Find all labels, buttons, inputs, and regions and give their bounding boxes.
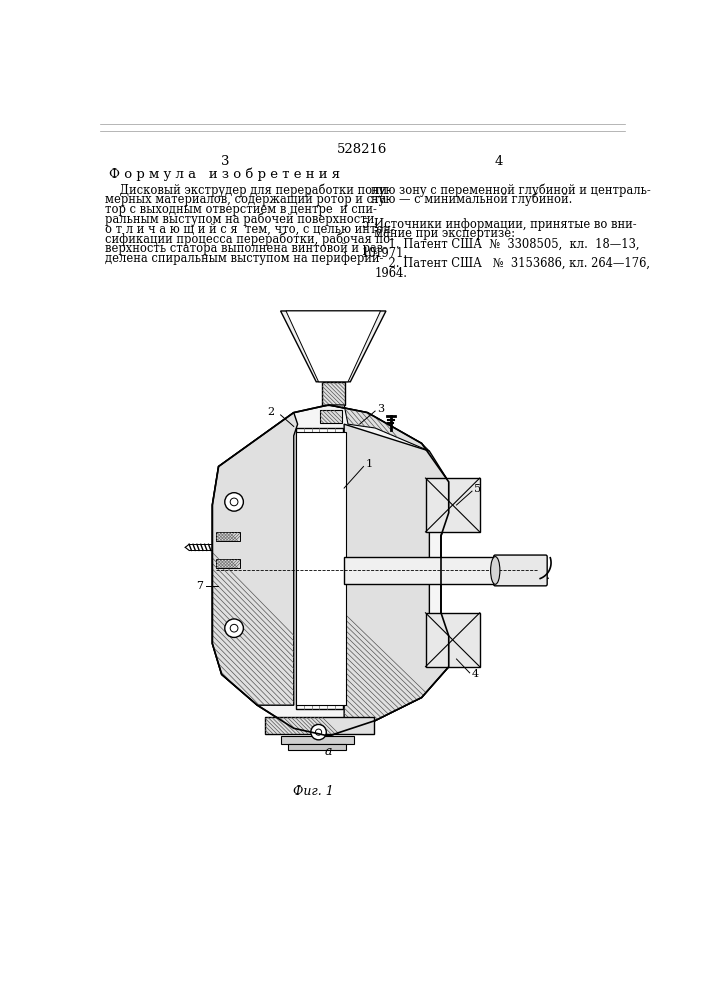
Bar	[281, 736, 354, 744]
Polygon shape	[212, 413, 298, 705]
Text: тор с выходным отверстием в центре  и спи-: тор с выходным отверстием в центре и спи…	[105, 203, 378, 216]
Text: a: a	[325, 745, 332, 758]
Text: мание при экспертизе:: мание при экспертизе:	[374, 227, 515, 240]
Text: ную — с минимальной глубиной.: ную — с минимальной глубиной.	[371, 193, 573, 206]
Polygon shape	[212, 413, 298, 705]
Polygon shape	[344, 424, 449, 721]
Text: 1971.: 1971.	[374, 247, 408, 260]
Circle shape	[230, 624, 238, 632]
Bar	[288, 744, 346, 750]
Text: 2. Патент США   №  3153686, кл. 264—176,: 2. Патент США № 3153686, кл. 264—176,	[374, 257, 650, 270]
Polygon shape	[286, 311, 380, 382]
Text: ную зону с переменной глубиной и централь-: ную зону с переменной глубиной и централ…	[371, 183, 651, 197]
Bar	[426, 613, 480, 667]
Text: Фиг. 1: Фиг. 1	[293, 785, 334, 798]
Polygon shape	[329, 405, 429, 451]
Bar	[265, 717, 373, 734]
Text: Ф о р м у л а   и з о б р е т е н и я: Ф о р м у л а и з о б р е т е н и я	[109, 168, 340, 181]
Text: 1964.: 1964.	[374, 267, 407, 280]
Circle shape	[225, 493, 243, 511]
Bar	[320, 410, 341, 423]
Bar	[216, 532, 240, 541]
Bar	[322, 382, 345, 405]
Text: Дисковый экструдер для переработки поли-: Дисковый экструдер для переработки поли-	[105, 183, 392, 197]
Bar	[426, 613, 480, 667]
Text: 5: 5	[362, 218, 369, 231]
Bar	[216, 559, 240, 568]
Text: 5: 5	[474, 484, 481, 494]
Text: 528216: 528216	[337, 143, 387, 156]
Text: о т л и ч а ю щ и й с я  тем, что, с целью интен-: о т л и ч а ю щ и й с я тем, что, с цель…	[105, 223, 395, 236]
Circle shape	[311, 724, 327, 740]
Text: 3: 3	[378, 404, 385, 414]
Text: 4: 4	[495, 155, 503, 168]
Text: ральным выступом на рабочей поверхности,: ральным выступом на рабочей поверхности,	[105, 213, 378, 226]
Bar	[216, 532, 240, 541]
Text: 10: 10	[362, 247, 377, 260]
Bar	[322, 382, 345, 405]
Polygon shape	[212, 405, 449, 736]
Bar	[426, 478, 480, 532]
Circle shape	[230, 498, 238, 506]
Bar	[296, 428, 343, 709]
FancyBboxPatch shape	[493, 555, 547, 586]
Text: мерных материалов, содержащий ротор и ста-: мерных материалов, содержащий ротор и ст…	[105, 193, 391, 206]
Text: 3: 3	[221, 155, 229, 168]
Circle shape	[315, 729, 322, 735]
Text: 1. Патент США  №  3308505,  кл.  18—13,: 1. Патент США № 3308505, кл. 18—13,	[374, 237, 640, 250]
Bar	[296, 432, 346, 705]
Bar	[265, 717, 373, 734]
Text: сификации процесса переработки, рабочая по-: сификации процесса переработки, рабочая …	[105, 232, 395, 246]
Text: Источники информации, принятые во вни-: Источники информации, принятые во вни-	[374, 218, 637, 231]
Text: 1: 1	[366, 459, 373, 469]
Circle shape	[225, 619, 243, 637]
Bar	[344, 557, 507, 584]
Polygon shape	[344, 424, 449, 721]
Text: верхность статора выполнена винтовой и раз-: верхность статора выполнена винтовой и р…	[105, 242, 387, 255]
Bar	[320, 410, 341, 423]
Bar	[216, 559, 240, 568]
Text: 2: 2	[267, 407, 274, 417]
Text: 4: 4	[472, 669, 479, 679]
Text: делена спиральным выступом на периферий-: делена спиральным выступом на периферий-	[105, 252, 384, 265]
Polygon shape	[281, 311, 386, 382]
Bar	[426, 478, 480, 532]
Ellipse shape	[491, 557, 500, 584]
Polygon shape	[329, 405, 429, 451]
Text: 7: 7	[196, 581, 203, 591]
